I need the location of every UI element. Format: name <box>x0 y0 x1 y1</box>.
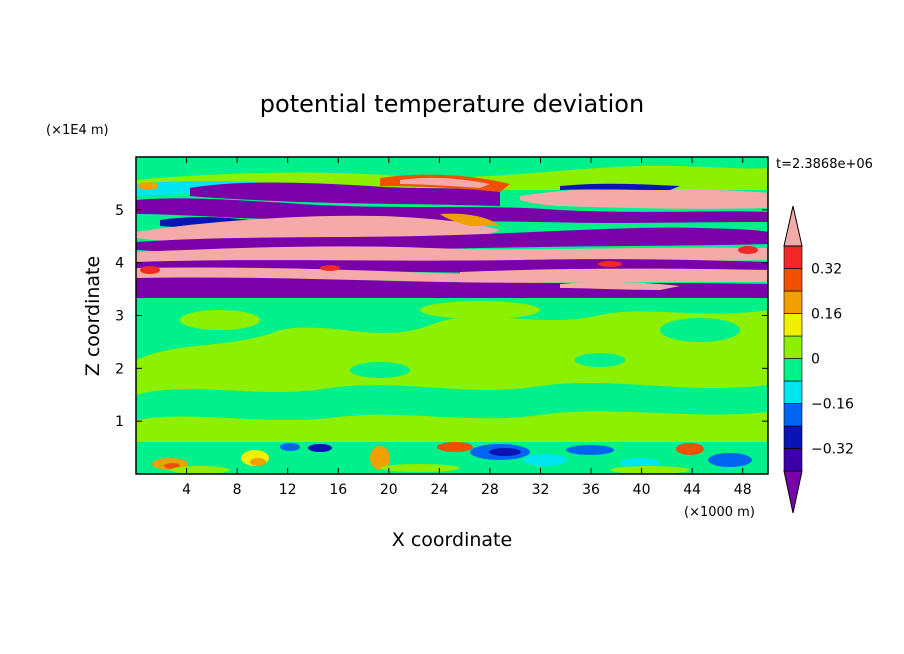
plot-area <box>136 157 768 474</box>
x-axis-ticks: 4 8 12 16 20 24 28 32 36 40 44 48 <box>182 157 752 498</box>
field-upper-layers <box>136 157 768 298</box>
x-tick-label: 20 <box>380 482 398 498</box>
chart-title: potential temperature deviation <box>260 90 644 118</box>
y-tick-label: 5 <box>115 203 124 219</box>
y-tick-label: 1 <box>115 414 124 430</box>
x-unit-label: (×1000 m) <box>684 505 755 520</box>
x-tick-label: 40 <box>633 482 651 498</box>
x-tick-label: 4 <box>182 482 191 498</box>
colorbar-label: 0.16 <box>811 307 842 323</box>
colorbar-upper-extension <box>783 205 803 247</box>
y-tick-label: 2 <box>115 361 124 377</box>
x-axis-label: X coordinate <box>392 529 512 551</box>
colorbar-segment <box>783 403 803 427</box>
colorbar-segment <box>783 290 803 314</box>
colorbar-segment <box>783 358 803 382</box>
colorbar-segment <box>783 425 803 449</box>
y-unit-label: (×1E4 m) <box>46 123 109 138</box>
field-boundary-cells <box>152 442 752 474</box>
colorbar-label: 0.32 <box>811 262 842 278</box>
time-label: t=2.3868e+06 <box>776 157 873 172</box>
x-tick-label: 32 <box>532 482 550 498</box>
colorbar: 0.32 0.16 0 −0.16 −0.32 <box>783 205 854 514</box>
colorbar-segment <box>783 335 803 359</box>
colorbar-label: −0.16 <box>811 397 854 413</box>
colorbar-segment <box>783 268 803 292</box>
colorbar-label: 0 <box>811 352 820 368</box>
x-tick-label: 12 <box>279 482 297 498</box>
y-axis-ticks: 1 2 3 4 5 <box>115 203 768 430</box>
y-tick-label: 4 <box>115 256 124 272</box>
y-tick-label: 3 <box>115 309 124 325</box>
x-tick-label: 36 <box>582 482 600 498</box>
colorbar-segment <box>783 313 803 337</box>
colorbar-lower-extension <box>783 470 803 514</box>
field-mid-layer <box>136 298 768 442</box>
y-axis-label: Z coordinate <box>82 256 104 376</box>
colorbar-segment <box>783 245 803 269</box>
x-tick-label: 44 <box>683 482 701 498</box>
x-tick-label: 24 <box>430 482 448 498</box>
x-tick-label: 28 <box>481 482 499 498</box>
colorbar-segment <box>783 380 803 404</box>
x-tick-label: 16 <box>329 482 347 498</box>
x-tick-label: 8 <box>233 482 242 498</box>
colorbar-segment <box>783 448 803 472</box>
colorbar-label: −0.32 <box>811 442 854 458</box>
x-tick-label: 48 <box>734 482 752 498</box>
